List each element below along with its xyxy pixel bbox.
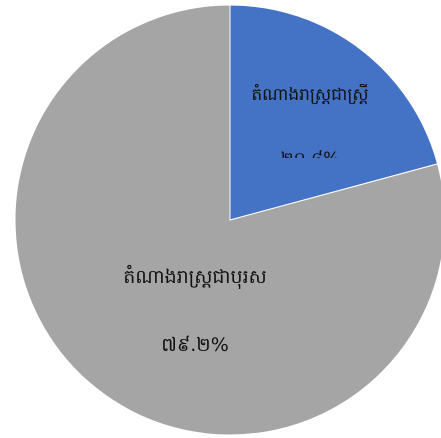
slice-value-label-1: ២០.៨%: [281, 149, 340, 169]
pie-slices: [14, 4, 441, 436]
pie-slice-1: [229, 4, 439, 221]
pie-slice-2: [14, 4, 441, 436]
pie-slice-labels: តំណាងរាស្ត្រជាស្ត្រី២០.៨% តំណាងរាស្ត្រជាប…: [123, 83, 368, 356]
slice-category-label-2: តំណាងរាស្ត្រជាបុរស: [123, 264, 266, 290]
slice-value-label-2: ៧៩.២%: [161, 334, 229, 356]
slice-category-label-1: តំណាងរាស្ត្រជាស្ត្រី: [251, 83, 368, 105]
